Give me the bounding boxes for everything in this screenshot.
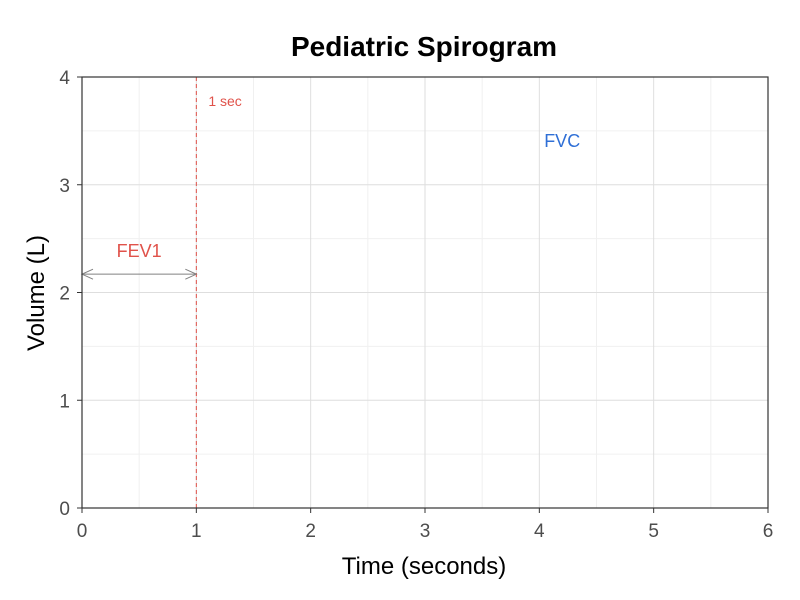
reference-lines: 1 sec — [195, 77, 242, 508]
y-axis-ticks: 0 1 2 3 4 — [59, 68, 82, 520]
y-tick-label: 1 — [59, 391, 70, 412]
major-gridlines — [81, 76, 769, 509]
y-axis-title: Volume (L) — [23, 235, 50, 351]
y-tick-label: 3 — [59, 176, 70, 197]
y-tick-label: 0 — [59, 499, 70, 520]
reference-line-label: 1 sec — [208, 93, 241, 109]
y-tick-label: 2 — [59, 284, 70, 305]
y-tick-label: 4 — [59, 68, 70, 89]
annotation-fev1: FEV1 — [117, 241, 162, 261]
x-axis-title: Time (seconds) — [342, 553, 506, 580]
x-tick-label: 4 — [534, 521, 545, 542]
x-tick-label: 6 — [763, 521, 774, 542]
x-tick-label: 1 — [191, 521, 202, 542]
x-tick-label: 3 — [420, 521, 431, 542]
annotations: FEV1 FVC — [117, 131, 581, 261]
x-tick-label: 0 — [77, 521, 88, 542]
annotation-fvc: FVC — [544, 131, 580, 151]
fev1-arrow-head-right — [185, 268, 198, 280]
x-tick-label: 5 — [648, 521, 659, 542]
chart-title: Pediatric Spirogram — [291, 31, 557, 62]
x-tick-label: 2 — [305, 521, 316, 542]
x-axis-ticks: 0 1 2 3 4 5 6 — [77, 508, 774, 542]
